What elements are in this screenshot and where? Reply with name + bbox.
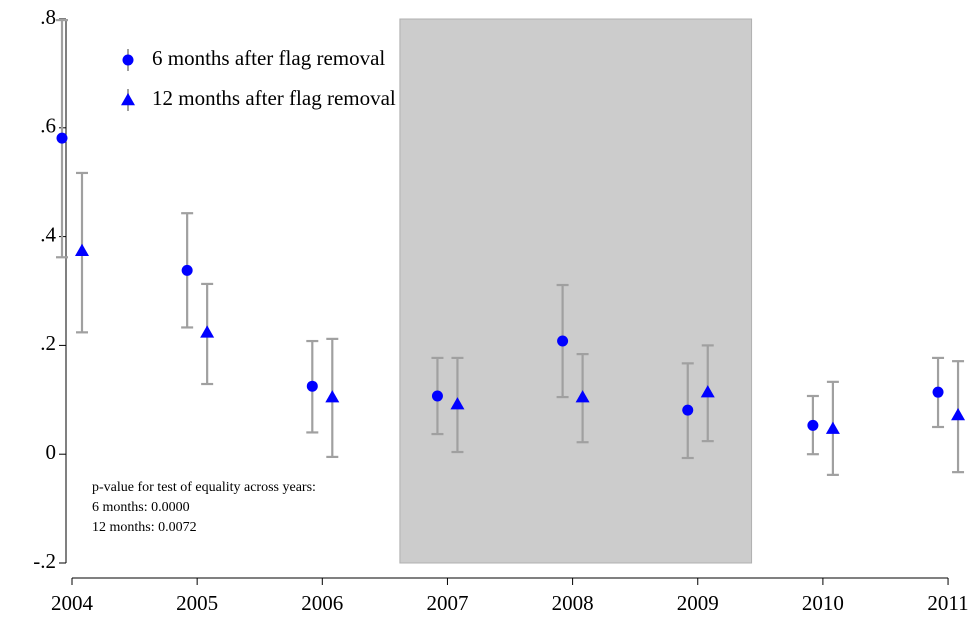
triangle-marker xyxy=(700,385,715,398)
legend-label: 12 months after flag removal xyxy=(152,86,396,110)
circle-marker xyxy=(932,386,944,398)
shaded-region xyxy=(399,18,753,564)
circle-marker xyxy=(122,54,134,66)
triangle-marker xyxy=(75,243,90,256)
y-tick-label: 0 xyxy=(46,440,57,464)
x-tick-label: 2007 xyxy=(426,591,468,615)
circle-marker xyxy=(431,390,443,402)
x-tick-label: 2010 xyxy=(802,591,844,615)
x-tick-label: 2005 xyxy=(176,591,218,615)
note-line: 12 months: 0.0072 xyxy=(92,520,197,535)
triangle-marker xyxy=(825,421,840,434)
x-tick-label: 2008 xyxy=(552,591,594,615)
triangle-marker xyxy=(325,390,340,403)
triangle-marker xyxy=(951,408,966,421)
triangle-marker xyxy=(450,397,465,410)
note-line: 6 months: 0.0000 xyxy=(92,500,190,515)
triangle-marker xyxy=(200,325,215,338)
circle-marker xyxy=(557,335,569,347)
circle-marker xyxy=(807,419,819,431)
y-tick-label: .4 xyxy=(40,222,56,246)
x-tick-label: 2006 xyxy=(301,591,343,615)
y-tick-label: .8 xyxy=(40,5,56,29)
x-tick-label: 2009 xyxy=(677,591,719,615)
circle-marker xyxy=(181,264,193,276)
y-tick-label: .2 xyxy=(40,331,56,355)
note-line: p-value for test of equality across year… xyxy=(92,480,316,495)
y-tick-label: .6 xyxy=(40,114,56,138)
x-tick-label: 2011 xyxy=(927,591,968,615)
y-tick-label: -.2 xyxy=(33,549,56,573)
circle-marker xyxy=(682,404,694,416)
circle-marker xyxy=(56,132,68,144)
circle-marker xyxy=(306,380,318,392)
triangle-marker xyxy=(575,390,590,403)
legend-label: 6 months after flag removal xyxy=(152,46,385,70)
x-tick-label: 2004 xyxy=(51,591,94,615)
triangle-marker xyxy=(121,93,135,106)
